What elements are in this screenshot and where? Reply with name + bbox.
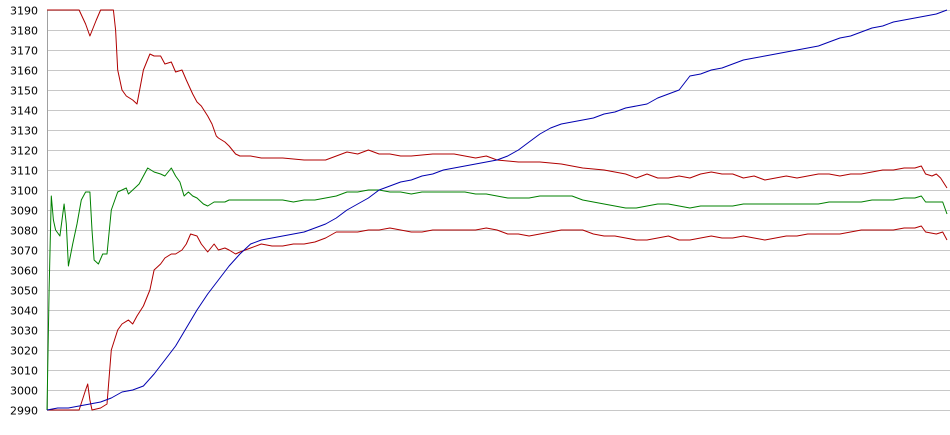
y-tick-label-3140: 3140 <box>10 105 38 118</box>
series-line-trend <box>46 9 948 411</box>
series-line-lower-band <box>47 225 948 411</box>
y-tick-label-3010: 3010 <box>10 365 38 378</box>
gridlines <box>47 10 950 411</box>
y-tick-label-3020: 3020 <box>10 345 38 358</box>
series-line-upper-band <box>47 9 948 189</box>
y-tick-label-3030: 3030 <box>10 325 38 338</box>
y-tick-label-3100: 3100 <box>10 185 38 198</box>
y-tick-label-3190: 3190 <box>10 5 38 18</box>
y-tick-label-3150: 3150 <box>10 85 38 98</box>
y-tick-label-3160: 3160 <box>10 65 38 78</box>
y-tick-label-3090: 3090 <box>10 205 38 218</box>
series-line-middle <box>46 167 948 411</box>
y-axis-tick-labels: 2990 3000 3010 3020 3030 3040 3050 3060 3070 3080… <box>10 5 38 418</box>
series-lines <box>46 9 948 411</box>
y-tick-label-3060: 3060 <box>10 265 38 278</box>
y-tick-label-3180: 3180 <box>10 25 38 38</box>
y-tick-label-3120: 3120 <box>10 145 38 158</box>
y-tick-label-3000: 3000 <box>10 385 38 398</box>
y-tick-label-3040: 3040 <box>10 305 38 318</box>
y-tick-label-3070: 3070 <box>10 245 38 258</box>
y-tick-label-3130: 3130 <box>10 125 38 138</box>
y-tick-label-3110: 3110 <box>10 165 38 178</box>
y-tick-label-3080: 3080 <box>10 225 38 238</box>
y-tick-label-2990: 2990 <box>10 405 38 418</box>
y-tick-label-3050: 3050 <box>10 285 38 298</box>
y-tick-label-3170: 3170 <box>10 45 38 58</box>
